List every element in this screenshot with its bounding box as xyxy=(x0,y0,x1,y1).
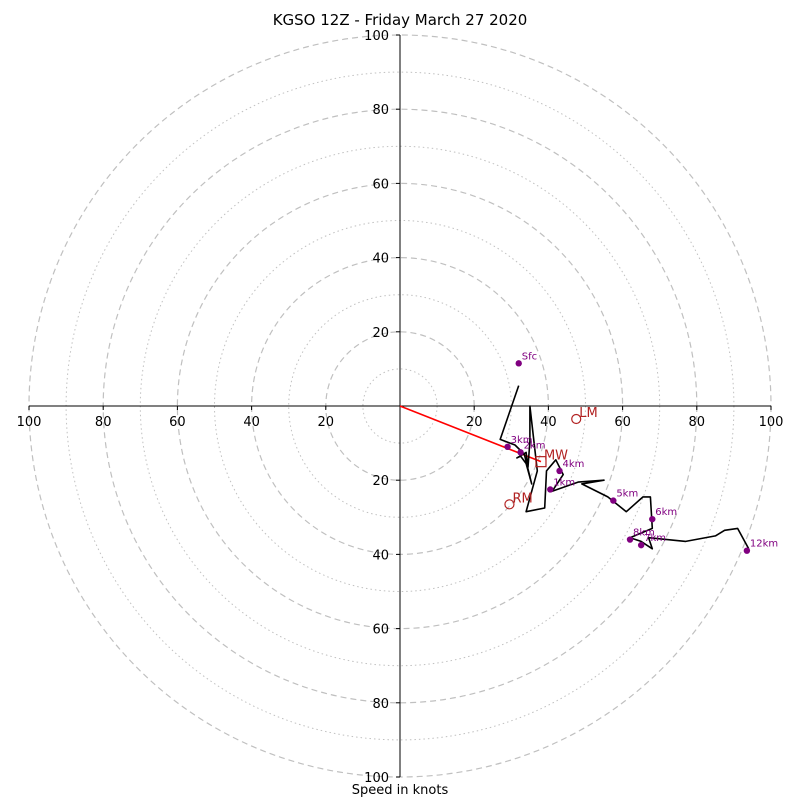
height-point-label: 8km xyxy=(633,528,655,539)
x-tick-label: 20 xyxy=(318,415,335,430)
height-point xyxy=(637,541,645,549)
x-tick-label: 40 xyxy=(540,415,557,430)
height-point-label: Sfc xyxy=(522,351,537,362)
height-point xyxy=(504,443,511,451)
x-tick-label: 100 xyxy=(17,415,42,430)
height-point-label: 12km xyxy=(750,539,778,550)
x-tick-label: 40 xyxy=(243,415,260,430)
height-point-label: 6km xyxy=(655,507,677,518)
storm-motion-marker xyxy=(535,456,547,468)
height-point xyxy=(626,536,634,543)
x-tick-label: 60 xyxy=(169,415,186,430)
storm-motion-label: LM xyxy=(579,406,597,421)
height-point xyxy=(517,449,524,456)
y-tick-label: 80 xyxy=(372,697,389,712)
hodograph-trace xyxy=(499,385,750,550)
hodograph-trace-layer xyxy=(499,385,750,550)
storm-motion-marker xyxy=(571,413,582,425)
storm-motion-label: RM xyxy=(512,491,532,506)
height-point-label: 1km xyxy=(553,477,575,488)
y-tick-label: 60 xyxy=(372,623,389,638)
y-tick-label: 40 xyxy=(372,548,389,563)
height-point xyxy=(743,547,751,554)
y-tick-label: 20 xyxy=(372,326,389,341)
x-tick-label: 80 xyxy=(95,415,112,430)
y-tick-label: 100 xyxy=(364,29,389,44)
y-tick-label: 20 xyxy=(372,474,389,489)
y-tick-label: 40 xyxy=(372,252,389,267)
storm-motion-marker xyxy=(504,499,515,510)
height-point xyxy=(547,486,554,493)
height-point-label: 4km xyxy=(563,459,585,470)
y-tick-label: 100 xyxy=(364,771,389,786)
x-tick-label: 20 xyxy=(466,415,483,430)
y-tick-label: 80 xyxy=(372,103,389,118)
height-point-label: 7km xyxy=(644,533,666,544)
height-point xyxy=(556,467,563,475)
storm-motion-label: MW xyxy=(544,449,568,464)
x-tick-label: 80 xyxy=(689,415,706,430)
x-tick-label: 60 xyxy=(614,415,631,430)
chart-title: KGSO 12Z - Friday March 27 2020 xyxy=(272,11,528,29)
y-tick-label: 60 xyxy=(372,177,389,192)
height-point xyxy=(649,515,656,523)
height-point-label: 3km xyxy=(511,435,533,446)
x-axis-label: Speed in knots xyxy=(351,783,449,798)
height-point-label: 2km xyxy=(524,440,546,451)
storm-motion-layer: LM MW RM xyxy=(504,406,598,510)
height-point xyxy=(515,360,522,367)
x-tick-label: 100 xyxy=(759,415,784,430)
height-point xyxy=(610,497,617,504)
height-point-label: 5km xyxy=(616,489,638,500)
tick-labels: 100 80 60 40 20 20 40 60 80 100 100 80 60 40 20 20 40 60 8… xyxy=(17,29,784,786)
